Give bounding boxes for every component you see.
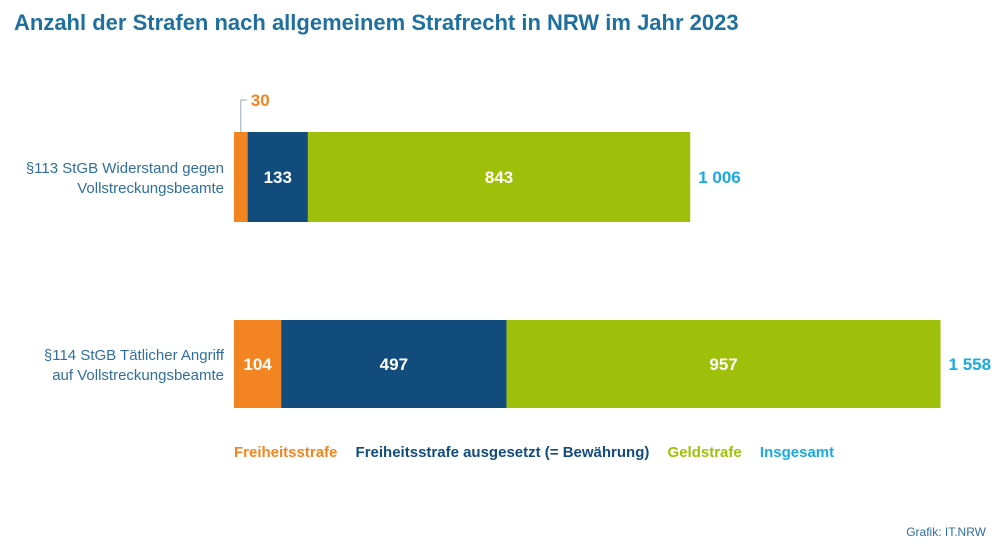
bar-value-label: 30	[251, 91, 270, 110]
legend: Freiheitsstrafe Freiheitsstrafe ausgeset…	[234, 444, 848, 461]
chart-title: Anzahl der Strafen nach allgemeinem Stra…	[14, 10, 739, 35]
bar-value-label: 957	[709, 355, 737, 374]
legend-ausgesetzt: Freiheitsstrafe ausgesetzt (= Bewährung)	[355, 444, 650, 461]
bar-segment	[281, 320, 507, 408]
bar-value-label: 497	[380, 355, 408, 374]
bar-value-label: 843	[485, 168, 513, 187]
legend-insgesamt: Insgesamt	[759, 444, 835, 461]
stacked-bar-chart: §113 StGB Widerstand gegen Vollstreckungs…	[26, 91, 992, 408]
legend-freiheitsstrafe: Freiheitsstrafe	[234, 444, 338, 461]
category-label: auf Vollstreckungsbeamte	[52, 367, 224, 384]
category-label: Vollstreckungsbeamte	[77, 180, 224, 197]
total-label: 1 558	[949, 355, 992, 374]
bar-segment	[234, 320, 282, 408]
bar-segment	[247, 132, 308, 222]
category-label: §114 StGB Tätlicher Angriff	[44, 347, 225, 364]
legend-geldstrafe: Geldstrafe	[667, 444, 742, 461]
category-label: §113 StGB Widerstand gegen	[26, 160, 224, 177]
bar-value-label: 133	[264, 168, 292, 187]
bar-segment	[506, 320, 941, 408]
bar-segment	[307, 132, 691, 222]
source-credit: Grafik: IT.NRW	[906, 525, 986, 539]
bar-value-label: 104	[243, 355, 272, 374]
total-label: 1 006	[698, 168, 741, 187]
callout-line	[240, 99, 247, 132]
bar-segment	[234, 132, 248, 222]
